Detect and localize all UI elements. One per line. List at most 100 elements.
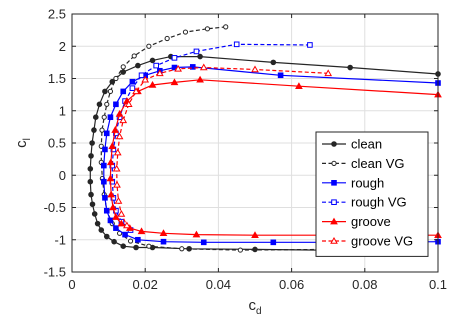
axis-ticks: 0 0.02 0.04 0.06 0.08 0.1 -1.5 -1 -0.5 0 0.5 1 1.5 2 2…: [44, 7, 447, 293]
data-point: [153, 62, 159, 69]
y-tick-label: 1.5: [48, 71, 66, 86]
x-tick-label: 0.1: [429, 277, 447, 292]
legend-swatch-marker: [331, 199, 337, 205]
data-point: [111, 126, 120, 133]
data-point: [307, 42, 313, 48]
data-point: [251, 231, 259, 238]
legend-swatch-marker: [331, 141, 337, 147]
data-point: [101, 162, 107, 169]
x-tick-label: 0: [68, 277, 75, 292]
data-point: [112, 164, 121, 172]
data-point: [115, 132, 124, 140]
x-tick-label: 0.06: [279, 277, 304, 292]
data-point: [135, 236, 141, 243]
y-tick-label: 0: [59, 168, 66, 183]
data-point: [189, 64, 196, 70]
data-point: [103, 130, 110, 137]
data-point: [237, 247, 243, 253]
data-point: [174, 64, 183, 72]
data-point: [119, 116, 128, 124]
data-point: [102, 195, 108, 201]
data-point: [124, 100, 133, 108]
x-axis-label-main: c: [248, 297, 256, 314]
y-tick-label: 2.5: [48, 7, 66, 22]
y-tick-label: -0.5: [44, 200, 66, 215]
data-point: [324, 69, 333, 77]
data-point: [122, 231, 128, 238]
data-point: [129, 78, 136, 85]
y-tick-label: -1: [54, 232, 66, 247]
data-point: [117, 219, 126, 227]
data-point: [159, 229, 168, 237]
data-point: [120, 88, 127, 95]
data-point: [133, 244, 139, 251]
data-point: [101, 178, 107, 185]
data-point: [171, 55, 178, 61]
data-point: [113, 225, 119, 231]
data-point: [148, 80, 157, 88]
data-point: [107, 88, 114, 95]
data-point: [108, 142, 117, 149]
data-point: [251, 65, 259, 73]
legend-label: rough: [351, 175, 384, 190]
x-axis-label: cd: [248, 297, 261, 317]
data-point: [101, 114, 107, 120]
data-point: [107, 217, 114, 224]
data-point: [107, 190, 116, 198]
data-point: [91, 127, 97, 133]
data-point: [146, 43, 152, 49]
data-point: [87, 178, 94, 185]
data-point: [196, 75, 204, 83]
data-point: [117, 209, 126, 217]
x-tick-label: 0.04: [206, 277, 231, 292]
data-point: [111, 238, 117, 245]
data-point: [233, 41, 240, 48]
data-point: [91, 211, 98, 217]
data-point: [277, 72, 284, 79]
legend-entry: groove: [322, 214, 391, 229]
data-point: [164, 35, 170, 42]
data-point: [102, 146, 108, 153]
data-point: [92, 114, 99, 120]
data-point: [113, 101, 119, 108]
legend-swatch-marker: [330, 236, 338, 244]
x-axis-label-subscript: d: [256, 306, 262, 317]
data-point: [88, 153, 94, 159]
data-point: [131, 53, 137, 59]
data-point: [123, 221, 131, 229]
data-point: [197, 53, 203, 60]
data-point: [94, 220, 101, 227]
data-point: [270, 239, 277, 246]
data-point: [89, 201, 96, 208]
legend-entry: clean VG: [322, 156, 404, 171]
legend-entry: rough VG: [322, 195, 407, 210]
legend-entry: clean: [322, 137, 382, 152]
legend: clean clean VG rough rough VG groove groove V…: [315, 131, 429, 257]
data-point: [106, 158, 115, 166]
data-point: [104, 101, 110, 107]
data-point: [223, 24, 229, 30]
data-point: [149, 57, 156, 64]
x-tick-label: 0.08: [352, 277, 377, 292]
data-point: [138, 72, 145, 79]
data-point: [88, 191, 94, 198]
y-tick-label: 1: [59, 103, 66, 118]
data-point: [107, 114, 114, 121]
data-point: [192, 230, 201, 238]
data-point: [146, 243, 152, 249]
legend-label: clean VG: [351, 156, 404, 171]
data-point: [102, 88, 108, 95]
data-point: [89, 140, 95, 146]
legend-box: [315, 131, 429, 257]
data-point: [114, 197, 123, 204]
data-point: [103, 207, 110, 214]
data-point: [96, 101, 103, 108]
data-point: [112, 213, 120, 220]
data-point: [200, 239, 207, 246]
series-groove: [106, 75, 442, 238]
legend-label: rough VG: [351, 195, 407, 210]
legend-label: clean: [351, 137, 382, 152]
data-point: [98, 227, 105, 233]
data-point: [137, 227, 146, 235]
